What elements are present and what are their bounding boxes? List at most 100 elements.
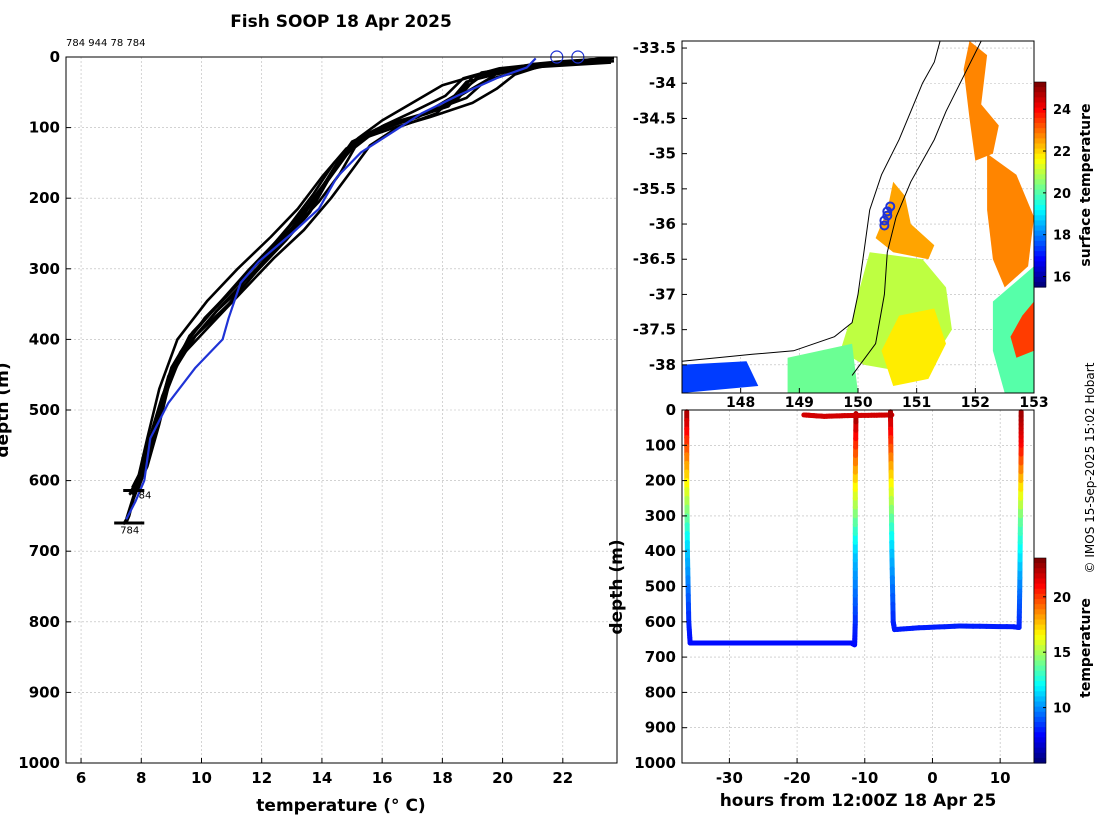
colorbar-segment: [1034, 722, 1046, 728]
sst-colorbar-label: surface temperature: [1078, 103, 1094, 266]
profile-line: [134, 58, 609, 494]
colorbar-segment: [1034, 112, 1046, 119]
station-marker: [882, 206, 893, 217]
profile-line: [131, 59, 615, 492]
colorbar-segment: [1034, 220, 1046, 227]
colorbar-segment: [1034, 246, 1046, 252]
y-tick-label: 300: [645, 507, 676, 525]
colorbar-segment: [1034, 123, 1046, 129]
map-lon-label: 151: [902, 395, 931, 411]
y-tick-label: 900: [645, 719, 676, 737]
profile-grid: [66, 56, 617, 764]
colorbar-segment: [1034, 133, 1046, 139]
sst-patch: [787, 343, 858, 393]
colorbar-segment: [1034, 153, 1046, 160]
colorbar-segment: [1034, 184, 1046, 191]
sst-map: -33.5 -34 -34.5 -35 -35.5 -36 -36.5 -37 -37.5 -38…: [633, 39, 1094, 411]
colorbar-segment: [1034, 128, 1046, 134]
colorbar-segment: [1034, 732, 1046, 738]
colorbar-tick-label: 24: [1053, 103, 1071, 118]
colorbar-segment: [1034, 665, 1046, 672]
profile-plot: 6 8 10 12 14 16 18 20 22 0 100 200 300 400 500 600 700 80…: [0, 48, 618, 816]
profile-line: [131, 57, 612, 496]
colorbar-tick-label: 22: [1053, 145, 1071, 160]
profile-labels: 784 784: [120, 491, 151, 537]
map-lat-label: -35.5: [633, 180, 676, 198]
colorbar-segment: [1034, 681, 1046, 687]
sst-field: [682, 41, 1034, 393]
y-tick-label: 100: [29, 119, 60, 137]
colorbar-segment: [1034, 143, 1046, 150]
y-tick-label: 700: [29, 542, 60, 560]
land-mask: [682, 41, 941, 362]
colorbar-segment: [1034, 281, 1046, 288]
colorbar-segment: [1034, 194, 1046, 201]
map-lon-label: 152: [961, 395, 990, 411]
colorbar-segment: [1034, 164, 1046, 170]
map-lat-label: -36: [649, 215, 676, 233]
y-tick-label: 800: [29, 613, 60, 631]
profile-line: [128, 56, 615, 496]
colorbar-segment: [1034, 174, 1046, 180]
colorbar-tick-label: 20: [1053, 187, 1071, 202]
colorbar-segment: [1034, 716, 1046, 723]
colorbar-tick-label: 10: [1053, 702, 1071, 717]
depth-time-x-axis-label: hours from 12:00Z 18 Apr 25: [720, 791, 997, 811]
colorbar-segment: [1034, 609, 1046, 615]
map-axis-ticks: -33.5 -34 -34.5 -35 -35.5 -36 -36.5 -37 -37.5 -38…: [633, 39, 1049, 411]
y-tick-label: 200: [645, 472, 676, 490]
map-lon-label: 153: [1019, 395, 1048, 411]
colorbar-tick-label: 20: [1053, 591, 1071, 606]
copyright-notice: © IMOS 15-Sep-2025 15:02 Hobart: [1083, 362, 1097, 573]
y-tick-label: 600: [29, 472, 60, 490]
x-tick-label: 20: [492, 769, 513, 787]
sst-patch: [1010, 301, 1034, 358]
depth-time-plot: -30 -20 -10 0 100100200300400500600700800900…: [607, 401, 1094, 811]
colorbar-segment: [1034, 225, 1046, 232]
colorbar-segment: [1034, 235, 1046, 242]
colorbar-segment: [1034, 742, 1046, 749]
colorbar-segment: [1034, 87, 1046, 93]
colorbar-segment: [1034, 757, 1046, 764]
y-tick-label: 500: [645, 578, 676, 596]
colorbar-segment: [1034, 117, 1046, 124]
profile-line: [122, 57, 606, 526]
colorbar-segment: [1034, 593, 1046, 600]
profile-plot-frame: [65, 56, 618, 764]
y-tick-label: 100: [645, 436, 676, 454]
depth-time-track: [684, 409, 1024, 648]
colorbar-segment: [1034, 588, 1046, 595]
x-tick-label: 14: [311, 769, 332, 787]
colorbar-segment: [1034, 696, 1046, 703]
colorbar-segment: [1034, 205, 1046, 211]
profile-id-label: 784: [120, 525, 139, 536]
colorbar-segment: [1034, 256, 1046, 262]
colorbar-segment: [1034, 189, 1046, 196]
colorbar-tick-label: 15: [1053, 646, 1071, 661]
colorbar-tick-label: 16: [1053, 271, 1071, 286]
x-tick-label: 10: [191, 769, 212, 787]
colorbar-segment: [1034, 675, 1046, 682]
colorbar-segment: [1034, 706, 1046, 713]
colorbar-segment: [1034, 604, 1046, 610]
x-tick-label: 0: [927, 769, 937, 787]
y-tick-label: 300: [29, 260, 60, 278]
colorbar-segment: [1034, 199, 1046, 206]
y-tick-label: 1000: [634, 754, 676, 772]
colorbar-segment: [1034, 558, 1046, 564]
colorbar-segment: [1034, 107, 1046, 114]
colorbar-segment: [1034, 634, 1046, 641]
temperature-colorbar: 10 15 20: [1033, 557, 1071, 764]
station-marker: [879, 220, 890, 231]
colorbar-segment: [1034, 640, 1046, 646]
map-lat-label: -38: [649, 356, 676, 374]
sst-patch: [963, 41, 999, 161]
colorbar-segment: [1034, 97, 1046, 104]
sst-patch: [987, 153, 1034, 288]
depth-time-grid: [682, 409, 1034, 764]
y-tick-label: 400: [29, 330, 60, 348]
map-lat-label: -34: [649, 74, 676, 92]
map-lon-label: 150: [843, 395, 872, 411]
colorbar-segment: [1034, 276, 1046, 283]
colorbar-segment: [1034, 240, 1046, 247]
